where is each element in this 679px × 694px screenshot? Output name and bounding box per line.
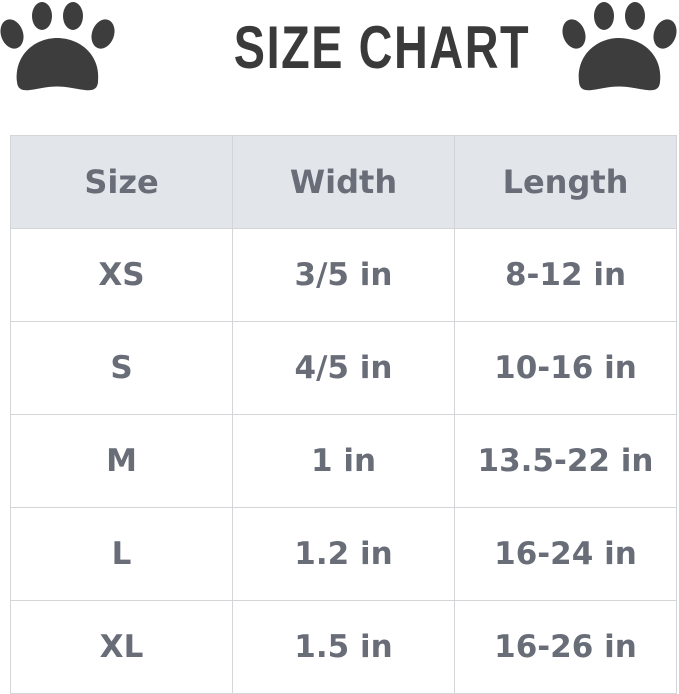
cell-length: 16-24 in — [454, 507, 677, 601]
page-title: SIZE CHART — [192, 18, 529, 78]
table-row: S 4/5 in 10-16 in — [10, 321, 677, 415]
table-row: XL 1.5 in 16-26 in — [10, 600, 677, 694]
cell-size: L — [10, 507, 233, 601]
header-length: Length — [454, 135, 677, 229]
cell-size: XS — [10, 228, 233, 322]
table-row: M 1 in 13.5-22 in — [10, 414, 677, 508]
paw-print-icon — [562, 2, 677, 91]
cell-width: 3/5 in — [232, 228, 455, 322]
header-width: Width — [232, 135, 455, 229]
paw-print-icon — [0, 2, 115, 91]
cell-length: 10-16 in — [454, 321, 677, 415]
table-row: XS 3/5 in 8-12 in — [10, 228, 677, 322]
cell-size: S — [10, 321, 233, 415]
title-text: SIZE CHART — [233, 14, 531, 81]
cell-size: M — [10, 414, 233, 508]
header-size: Size — [10, 135, 233, 229]
cell-length: 13.5-22 in — [454, 414, 677, 508]
cell-length: 8-12 in — [454, 228, 677, 322]
cell-width: 4/5 in — [232, 321, 455, 415]
cell-width: 1 in — [232, 414, 455, 508]
table-header-row: Size Width Length — [10, 135, 677, 229]
cell-size: XL — [10, 600, 233, 694]
table-row: L 1.2 in 16-24 in — [10, 507, 677, 601]
cell-length: 16-26 in — [454, 600, 677, 694]
size-chart-table: Size Width Length XS 3/5 in 8-12 in S 4/… — [10, 135, 677, 694]
cell-width: 1.5 in — [232, 600, 455, 694]
cell-width: 1.2 in — [232, 507, 455, 601]
